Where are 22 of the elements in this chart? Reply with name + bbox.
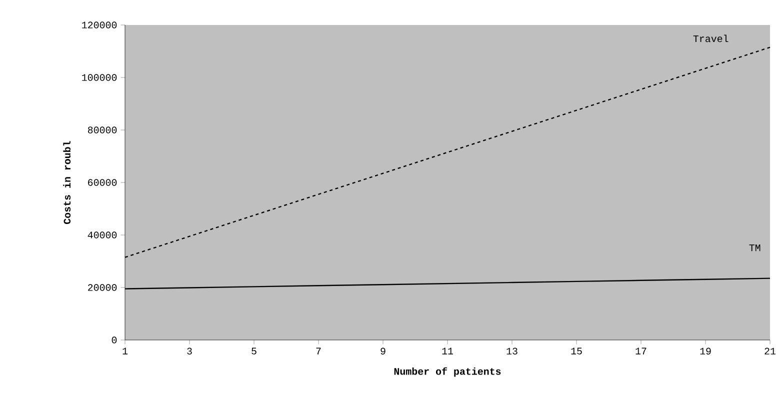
x-tick-label: 7 [316, 348, 321, 354]
y-tick-label: 100000 [82, 74, 117, 81]
x-tick-label: 17 [636, 348, 646, 354]
x-tick-label: 13 [506, 348, 518, 355]
y-tick-label: 0 [112, 336, 117, 344]
x-tick-label: 9 [380, 348, 386, 355]
series-label: Travel [693, 34, 728, 42]
y-tick-label: 40000 [88, 232, 117, 238]
x-tick-label: 5 [252, 348, 256, 354]
x-tick-label: 3 [187, 348, 192, 355]
x-tick-label: 15 [571, 348, 582, 354]
x-tick-label: 19 [700, 348, 711, 355]
text: TM [749, 244, 760, 252]
y-tick-label: 120000 [82, 22, 117, 28]
x-axis-title: Number of patients [394, 367, 501, 377]
y-axis-title: Costs in roubl [63, 141, 71, 224]
y-tick-label: 60000 [88, 179, 117, 186]
x-tick-label: 1 [122, 348, 128, 354]
y-tick-label: 20000 [88, 284, 117, 291]
x-tick-label: 11 [442, 348, 454, 354]
y-tick-label: 80000 [88, 126, 117, 134]
x-tick-label: 21 [764, 348, 776, 354]
